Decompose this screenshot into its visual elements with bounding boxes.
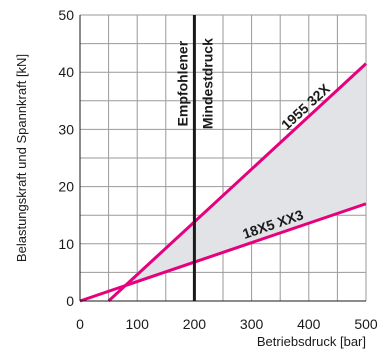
x-tick-label: 400	[297, 316, 321, 332]
reference-label-line2: Mindestdruck	[199, 38, 215, 129]
x-tick-label: 200	[183, 316, 207, 332]
tick-labels: 0 100 200 300 400 500 0 10 20 30 40 50	[58, 7, 377, 332]
series-line-0	[107, 62, 368, 303]
y-tick-label: 0	[66, 293, 74, 309]
x-tick-label: 300	[240, 316, 264, 332]
y-tick-label: 40	[58, 64, 74, 80]
y-tick-label: 30	[58, 121, 74, 137]
series-line-1	[79, 202, 367, 303]
y-tick-label: 50	[58, 7, 74, 23]
x-tick-label: 0	[76, 316, 84, 332]
y-axis-label: Belastungskraft und Spannkraft [kN]	[14, 54, 29, 262]
x-axis-label: Betriebsdruck [bar]	[257, 334, 366, 349]
series-lines	[79, 62, 368, 303]
x-tick-label: 500	[354, 316, 378, 332]
y-tick-label: 20	[58, 179, 74, 195]
y-tick-label: 10	[58, 236, 74, 252]
axes	[79, 15, 366, 302]
x-tick-label: 100	[126, 316, 150, 332]
reference-label-line1: Empfohlener	[174, 40, 190, 126]
